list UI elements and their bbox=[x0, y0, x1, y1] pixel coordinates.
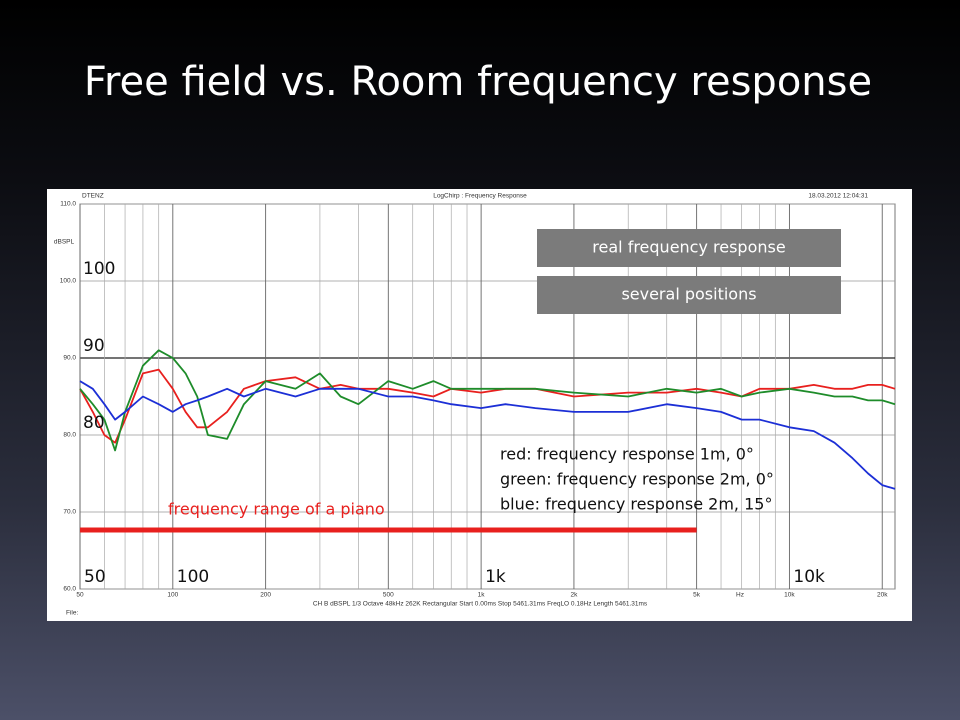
series-line bbox=[79, 368, 896, 444]
axis-annotation: 80 bbox=[83, 413, 105, 433]
x-tick-label: 50 bbox=[76, 592, 84, 599]
y-tick-label: 60.0 bbox=[63, 586, 76, 593]
slide-title: Free field vs. Room frequency response bbox=[84, 59, 872, 105]
y-tick-label: 90.0 bbox=[63, 355, 76, 362]
badge bbox=[537, 229, 841, 267]
y-tick-label: 100.0 bbox=[60, 278, 77, 285]
x-tick-label: 200 bbox=[260, 592, 271, 599]
badge bbox=[537, 276, 841, 314]
badge-text: real frequency response bbox=[592, 238, 785, 257]
x-tick-label: 10k bbox=[784, 592, 795, 599]
axis-annotation: 100 bbox=[83, 259, 115, 279]
series-line bbox=[79, 380, 896, 490]
x-unit-label: Hz bbox=[736, 592, 744, 599]
header-center: LogChirp : Frequency Response bbox=[433, 193, 527, 200]
y-axis-label: dBSPL bbox=[54, 239, 75, 246]
legend-note: green: frequency response 2m, 0° bbox=[500, 470, 774, 489]
x-tick-label: 500 bbox=[383, 592, 394, 599]
x-tick-label: 2k bbox=[570, 592, 578, 599]
y-tick-label: 80.0 bbox=[63, 432, 76, 439]
header-left: DTENZ bbox=[82, 193, 104, 200]
axis-annotation: 100 bbox=[177, 567, 209, 587]
x-tick-label: 5k bbox=[693, 592, 701, 599]
series-line bbox=[79, 349, 896, 452]
footer: CH B dBSPL 1/3 Octave 48kHz 262K Rectang… bbox=[313, 601, 648, 608]
x-tick-label: 20k bbox=[877, 592, 888, 599]
legend-note: blue: frequency response 2m, 15° bbox=[500, 495, 772, 514]
header-right: 18.03.2012 12:04:31 bbox=[808, 193, 868, 200]
plot: 60.0 70.0 80.0 90.0 100.0 110.0 50 100 200 500 1k 2… bbox=[60, 201, 896, 599]
y-tick-label: 70.0 bbox=[63, 509, 76, 516]
file-label: File: bbox=[66, 610, 78, 617]
axis-annotation: 10k bbox=[793, 567, 825, 587]
axis-annotation: 90 bbox=[83, 336, 105, 356]
y-tick-label: 110.0 bbox=[60, 201, 76, 208]
piano-range-label: frequency range of a piano bbox=[168, 500, 385, 519]
axis-annotation: 50 bbox=[84, 567, 106, 587]
x-tick-label: 100 bbox=[167, 592, 178, 599]
legend-note: red: frequency response 1m, 0° bbox=[500, 445, 754, 464]
x-tick-label: 1k bbox=[478, 592, 486, 599]
axis-annotation: 1k bbox=[485, 567, 506, 587]
badge-text: several positions bbox=[621, 285, 756, 304]
